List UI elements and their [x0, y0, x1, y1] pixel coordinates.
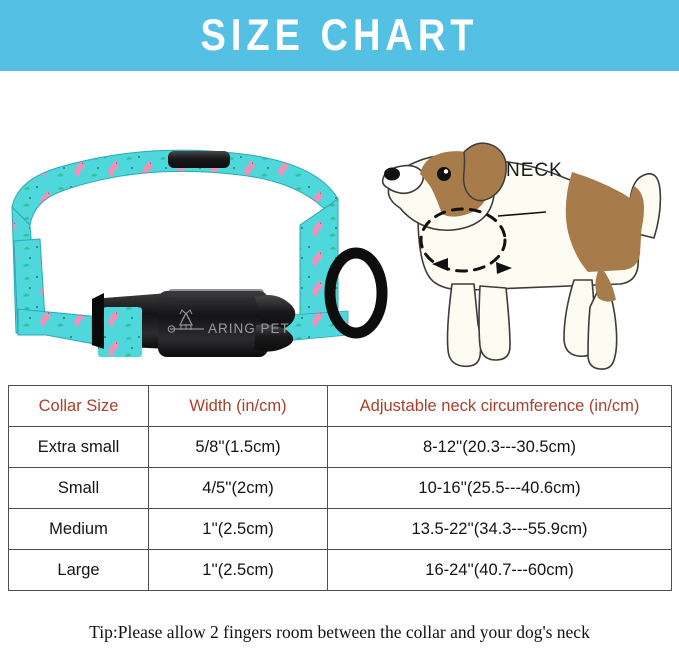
cell-neck: 10-16''(25.5---40.6cm) [327, 467, 672, 509]
dog-illustration: NECK [378, 116, 679, 381]
buckle-brand-text: ARING PET [208, 321, 290, 336]
collar-d-ring [324, 247, 388, 339]
cell-width: 1''(2.5cm) [148, 508, 328, 550]
dog-nose [384, 167, 400, 181]
collar-product-image: ARING PET [0, 121, 400, 371]
dog-drawing [381, 142, 662, 370]
cell-size: Medium [8, 508, 149, 550]
cell-width: 5/8''(1.5cm) [148, 426, 328, 468]
header-band: SIZE CHART [0, 0, 679, 71]
hero-section: ARING PET [0, 71, 679, 385]
cell-width: 4/5''(2cm) [148, 467, 328, 509]
size-chart-table: Collar Size Width (in/cm) Adjustable nec… [8, 385, 672, 591]
table-row: Medium 1''(2.5cm) 13.5-22''(34.3---55.9c… [8, 508, 672, 550]
neck-label: NECK [506, 160, 563, 181]
table-row: Small 4/5''(2cm) 10-16''(25.5---40.6cm) [8, 467, 672, 509]
cell-neck: 8-12''(20.3---30.5cm) [327, 426, 672, 468]
cell-size: Extra small [8, 426, 149, 468]
collar-illustration: ARING PET [11, 149, 388, 357]
column-header-neck-circumference: Adjustable neck circumference (in/cm) [327, 385, 672, 427]
column-header-collar-size: Collar Size [8, 385, 149, 427]
cell-width: 1''(2.5cm) [148, 549, 328, 591]
column-header-width: Width (in/cm) [148, 385, 328, 427]
table-header-row: Collar Size Width (in/cm) Adjustable nec… [8, 385, 672, 427]
cell-size: Large [8, 549, 149, 591]
dog-eye [437, 167, 451, 181]
cell-size: Small [8, 467, 149, 509]
page-title: SIZE CHART [200, 10, 479, 61]
cell-neck: 13.5-22''(34.3---55.9cm) [327, 508, 672, 550]
table-row: Extra small 5/8''(1.5cm) 8-12''(20.3---3… [8, 426, 672, 468]
tip-text: Tip:Please allow 2 fingers room between … [89, 622, 590, 642]
neck-measure-arrows [432, 258, 512, 274]
neck-measure-guide [419, 207, 507, 273]
neck-leader-line [497, 211, 547, 217]
cell-neck: 16-24''(40.7---60cm) [327, 549, 672, 591]
table-row: Large 1''(2.5cm) 16-24''(40.7---60cm) [8, 549, 672, 591]
collar-buckle: ARING PET [92, 289, 296, 357]
